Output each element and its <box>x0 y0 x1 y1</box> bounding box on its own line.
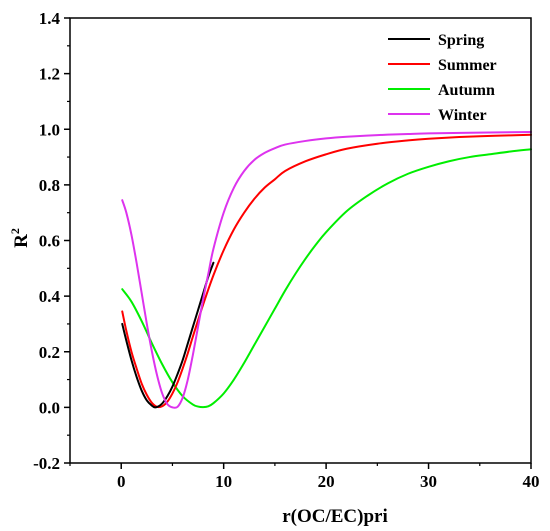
y-tick-label: 0.4 <box>39 287 61 306</box>
y-tick-label: -0.2 <box>33 454 60 473</box>
y-tick-label: 0.6 <box>39 232 60 251</box>
y-tick-label: 1.0 <box>39 120 60 139</box>
series-line-winter <box>121 131 532 409</box>
x-tick-label: 40 <box>523 472 540 491</box>
y-axis-label: R <box>11 234 32 248</box>
legend-label-autumn: Autumn <box>438 82 495 99</box>
y-tick-label: 0.2 <box>39 343 60 362</box>
y-tick-labels: -0.2 0.0 0.2 0.4 0.6 0.8 1.0 1.2 1.4 <box>33 9 60 473</box>
y-tick-label: 1.4 <box>39 9 61 28</box>
svg-text:R2: R2 <box>8 228 32 248</box>
x-tick-label: 10 <box>215 472 232 491</box>
y-tick-label: 0.8 <box>39 176 60 195</box>
plot-lines <box>121 131 532 409</box>
axis-ticks <box>64 17 532 469</box>
y-axis-label-superscript: 2 <box>8 228 22 234</box>
legend-label-summer: Summer <box>438 57 497 74</box>
legend-label-spring: Spring <box>438 32 484 49</box>
y-tick-label: 1.2 <box>39 65 60 84</box>
y-axis-label-group: R2 <box>8 228 32 248</box>
x-tick-label: 20 <box>318 472 335 491</box>
x-tick-labels: 0 10 20 30 40 <box>117 472 540 491</box>
x-tick-label: 30 <box>420 472 437 491</box>
x-tick-label: 0 <box>117 472 126 491</box>
series-line-spring <box>121 261 215 409</box>
x-axis-label: r(OC/EC)pri <box>282 506 388 527</box>
series-line-summer <box>121 133 532 409</box>
y-tick-label: 0.0 <box>39 398 60 417</box>
legend-label-winter: Winter <box>438 107 487 124</box>
legend: Spring Summer Autumn Winter <box>388 32 497 124</box>
